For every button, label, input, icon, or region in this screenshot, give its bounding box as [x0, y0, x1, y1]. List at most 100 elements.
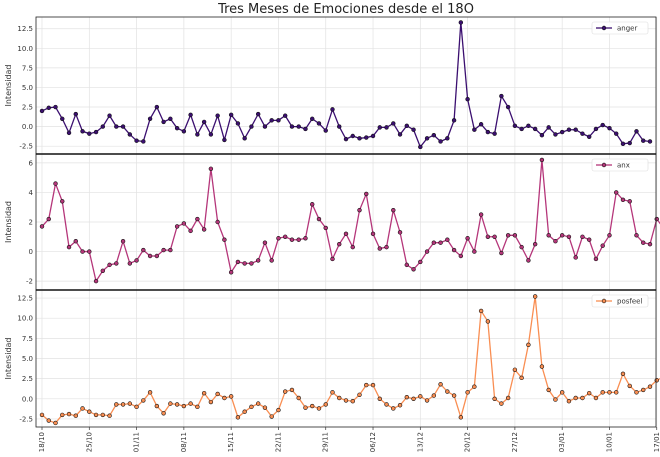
- data-point-anger: [174, 125, 180, 131]
- data-point-anger: [195, 132, 200, 137]
- y-tick-label: 4: [29, 189, 34, 197]
- data-point-posfeel: [181, 403, 187, 409]
- y-tick-label: -2.5: [19, 415, 33, 423]
- data-point-posfeel: [593, 395, 599, 401]
- data-point-anx: [66, 244, 72, 250]
- data-point-anx: [73, 239, 78, 244]
- x-tick-label: 10/01: [605, 432, 613, 452]
- data-point-anger: [377, 125, 382, 130]
- data-point-anx: [391, 207, 396, 213]
- data-point-anx: [364, 191, 369, 197]
- data-point-anx: [39, 224, 45, 229]
- data-point-posfeel: [174, 402, 180, 407]
- data-point-anx: [242, 261, 247, 266]
- data-point-anger: [269, 118, 274, 123]
- legend-marker: [601, 25, 607, 31]
- data-point-anger: [431, 133, 437, 138]
- data-point-anx: [384, 244, 389, 250]
- data-point-posfeel: [384, 402, 389, 407]
- data-point-anger: [593, 126, 599, 132]
- data-point-posfeel: [46, 418, 51, 423]
- data-point-posfeel: [600, 390, 605, 395]
- data-point-anx: [404, 262, 409, 268]
- data-point-anger: [255, 111, 261, 117]
- data-point-posfeel: [141, 398, 146, 403]
- data-point-anx: [127, 261, 133, 266]
- data-point-posfeel: [337, 395, 342, 401]
- data-point-posfeel: [154, 403, 160, 409]
- data-point-posfeel: [614, 390, 619, 395]
- panel-anx: -2 0 2 4 6 Intensidad anx: [4, 153, 660, 291]
- x-tick-label: 17/01: [653, 432, 660, 452]
- y-tick-label: 10.0: [17, 45, 33, 53]
- data-point-posfeel: [323, 402, 328, 407]
- y-tick-label: 6: [29, 159, 34, 167]
- data-point-posfeel: [553, 397, 558, 402]
- data-point-posfeel: [586, 390, 592, 396]
- data-point-posfeel: [303, 405, 308, 410]
- data-point-anx: [641, 240, 646, 245]
- data-point-anger: [127, 132, 133, 137]
- x-tick-label: 20/12: [464, 432, 472, 452]
- data-point-posfeel: [134, 404, 139, 410]
- data-point-posfeel: [364, 382, 369, 388]
- data-point-anger: [391, 121, 396, 126]
- data-point-anx: [566, 234, 572, 239]
- data-point-posfeel: [573, 395, 578, 401]
- y-axis-label: Intensidad: [4, 337, 13, 379]
- data-point-anx: [120, 239, 126, 244]
- data-point-anx: [505, 233, 511, 238]
- data-point-posfeel: [377, 396, 382, 401]
- data-point-posfeel: [80, 406, 85, 411]
- data-point-anger: [553, 132, 558, 137]
- data-point-anx: [559, 233, 565, 238]
- data-point-anger: [526, 123, 531, 129]
- data-point-posfeel: [438, 382, 443, 387]
- data-point-posfeel: [289, 387, 295, 393]
- data-point-anx: [100, 268, 106, 273]
- data-point-anger: [330, 107, 335, 112]
- data-point-posfeel: [499, 401, 504, 406]
- data-point-posfeel: [39, 412, 45, 418]
- x-tick-label: 01/11: [133, 432, 141, 452]
- data-point-anx: [546, 233, 551, 238]
- data-point-posfeel: [580, 395, 585, 401]
- data-point-anger: [397, 132, 403, 137]
- x-tick-label: 03/01: [558, 432, 566, 452]
- data-point-posfeel: [316, 406, 322, 411]
- data-point-posfeel: [330, 390, 335, 395]
- panel-anger: -2.5 0.0 2.5 5.0 7.5 10.0 12.5 Intensidad anger: [4, 16, 658, 155]
- data-point-anger: [458, 20, 464, 25]
- data-point-posfeel: [485, 319, 491, 324]
- data-point-anx: [174, 224, 180, 229]
- legend-label: anger: [617, 25, 637, 33]
- data-point-anger: [310, 116, 315, 121]
- data-point-anger: [357, 136, 362, 141]
- data-point-anx: [228, 270, 234, 275]
- data-point-anger: [215, 113, 220, 118]
- data-point-anx: [512, 233, 518, 238]
- data-point-anger: [154, 104, 160, 110]
- legend-box: [591, 294, 649, 308]
- data-point-posfeel: [53, 420, 58, 426]
- data-point-posfeel: [627, 383, 632, 389]
- data-point-anx: [445, 237, 450, 242]
- data-point-anx: [451, 247, 457, 253]
- data-point-posfeel: [262, 405, 268, 410]
- data-point-posfeel: [255, 401, 261, 406]
- legend-box: [591, 158, 649, 172]
- data-point-anger: [222, 137, 227, 143]
- data-point-anx: [303, 236, 308, 241]
- data-point-anx: [235, 259, 241, 265]
- data-point-anx: [262, 240, 268, 245]
- data-point-posfeel: [208, 399, 214, 405]
- data-point-posfeel: [492, 396, 497, 401]
- data-point-anger: [539, 133, 545, 138]
- data-point-posfeel: [411, 396, 416, 401]
- y-tick-label: 7.5: [22, 64, 33, 72]
- data-point-anger: [181, 129, 187, 134]
- data-point-anx: [283, 234, 288, 239]
- data-point-posfeel: [391, 406, 396, 411]
- data-point-anx: [586, 237, 592, 242]
- data-point-posfeel: [114, 402, 119, 407]
